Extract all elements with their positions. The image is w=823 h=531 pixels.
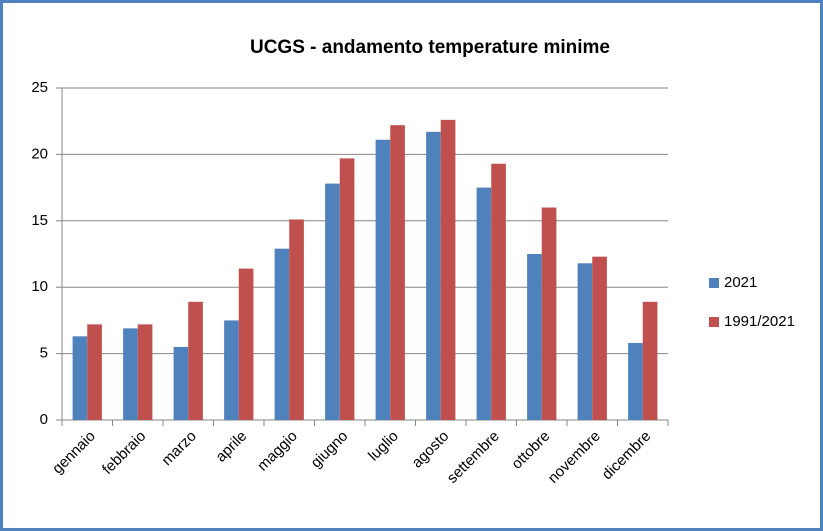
bar — [642, 301, 658, 420]
legend-label: 1991/2021 — [724, 313, 795, 330]
y-tick-label: 5 — [40, 345, 48, 362]
legend-label: 2021 — [724, 274, 757, 291]
bar — [274, 248, 290, 420]
bar — [188, 301, 203, 420]
y-tick-label: 15 — [31, 212, 48, 229]
bar — [375, 139, 391, 421]
bar — [592, 256, 607, 420]
y-tick-label: 20 — [31, 145, 48, 162]
bar — [527, 254, 542, 420]
legend-swatch — [709, 278, 719, 288]
bar — [339, 158, 355, 420]
bar — [87, 324, 102, 420]
bar — [541, 207, 557, 420]
y-tick-label: 0 — [40, 411, 48, 428]
bar — [390, 125, 405, 421]
bar — [628, 342, 643, 420]
bar — [426, 131, 441, 420]
bar — [238, 268, 254, 420]
bar — [173, 346, 189, 420]
bar — [491, 163, 506, 421]
bar — [289, 219, 304, 420]
bar — [325, 183, 340, 420]
bar — [440, 119, 456, 420]
y-tick-label: 25 — [31, 79, 48, 96]
bar — [476, 187, 492, 420]
bar — [72, 336, 88, 420]
bar — [224, 320, 239, 420]
y-tick-label: 10 — [31, 278, 48, 295]
bar — [123, 328, 138, 420]
bar — [577, 263, 593, 420]
bar — [137, 324, 153, 420]
chart-title: UCGS - andamento temperature minime — [250, 37, 610, 58]
legend-swatch — [709, 317, 719, 327]
